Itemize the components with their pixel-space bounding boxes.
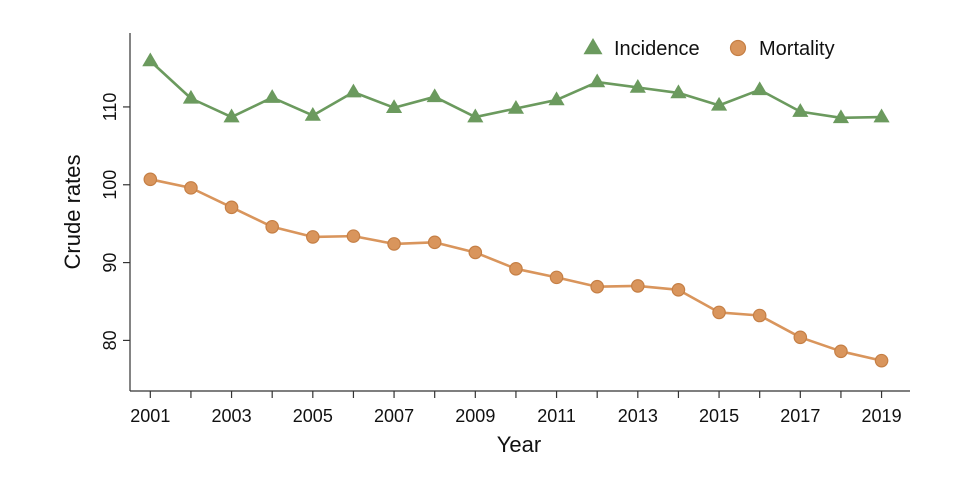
y-tick-label: 110 xyxy=(100,93,120,122)
incidence-point xyxy=(182,89,200,104)
x-axis-title: Year xyxy=(497,432,541,457)
incidence-point xyxy=(467,108,484,123)
mortality-point xyxy=(306,230,320,244)
legend-label: Mortality xyxy=(759,38,835,60)
mortality-point xyxy=(387,237,401,251)
x-tick-label: 2013 xyxy=(618,406,658,426)
mortality-point xyxy=(712,305,726,320)
incidence-point xyxy=(670,84,687,99)
incidence-point xyxy=(426,88,443,103)
mortality-point xyxy=(874,353,889,368)
legend: Incidence Mortality xyxy=(583,38,835,60)
mortality-point xyxy=(590,279,604,294)
mortality-point xyxy=(468,245,483,260)
mortality-point xyxy=(224,200,239,215)
axes xyxy=(129,33,910,392)
incidence-point xyxy=(507,99,525,114)
y-tick-label: 90 xyxy=(100,253,120,273)
mortality-point xyxy=(143,172,158,187)
legend-item-mortality: Mortality xyxy=(729,38,835,60)
y-axis-title: Crude rates xyxy=(60,155,85,270)
mortality-point xyxy=(752,308,767,323)
incidence-point xyxy=(345,83,362,98)
incidence-point xyxy=(710,96,728,111)
incidence-point xyxy=(873,108,890,123)
mortality-point xyxy=(346,229,361,243)
mortality-point xyxy=(509,262,523,276)
incidence-point xyxy=(264,89,281,103)
incidence-point xyxy=(792,103,809,117)
incidence-point xyxy=(751,81,768,96)
x-tick-label: 2009 xyxy=(455,406,495,426)
x-tick-label: 2007 xyxy=(374,406,414,426)
mortality-point xyxy=(184,181,198,195)
incidence-point xyxy=(142,52,159,67)
mortality-point xyxy=(793,330,808,345)
mortality-point xyxy=(671,283,686,297)
x-tick-label: 2003 xyxy=(212,406,252,426)
triangle-icon xyxy=(583,38,603,55)
series-layer xyxy=(142,52,890,368)
mortality-point xyxy=(427,235,442,250)
incidence-point xyxy=(832,109,850,124)
incidence-point xyxy=(548,91,565,106)
mortality-point xyxy=(549,270,564,285)
series-incidence xyxy=(142,52,890,124)
x-tick-label: 2019 xyxy=(862,406,902,426)
series-mortality xyxy=(143,172,889,368)
x-tick-label: 2001 xyxy=(130,406,170,426)
x-tick-label: 2011 xyxy=(537,406,576,426)
y-tick-label: 80 xyxy=(100,330,120,350)
mortality-point xyxy=(265,219,279,234)
x-tick-label: 2005 xyxy=(293,406,333,426)
legend-item-incidence: Incidence xyxy=(583,38,700,60)
y-tick-label: 100 xyxy=(100,170,120,200)
incidence-point xyxy=(629,78,646,93)
circle-icon xyxy=(729,39,747,57)
incidence-point xyxy=(589,73,606,88)
legend-label: Incidence xyxy=(614,38,700,60)
incidence-point xyxy=(304,106,321,121)
mortality-point xyxy=(834,344,848,359)
incidence-point xyxy=(223,108,240,123)
ticks: 2001 2003 2005 2007 2009 2011 2013 2015 2017 2019… xyxy=(100,93,902,426)
x-tick-label: 2015 xyxy=(699,406,739,426)
incidence-point xyxy=(385,99,403,113)
x-tick-label: 2017 xyxy=(780,406,820,426)
mortality-point xyxy=(631,279,645,293)
